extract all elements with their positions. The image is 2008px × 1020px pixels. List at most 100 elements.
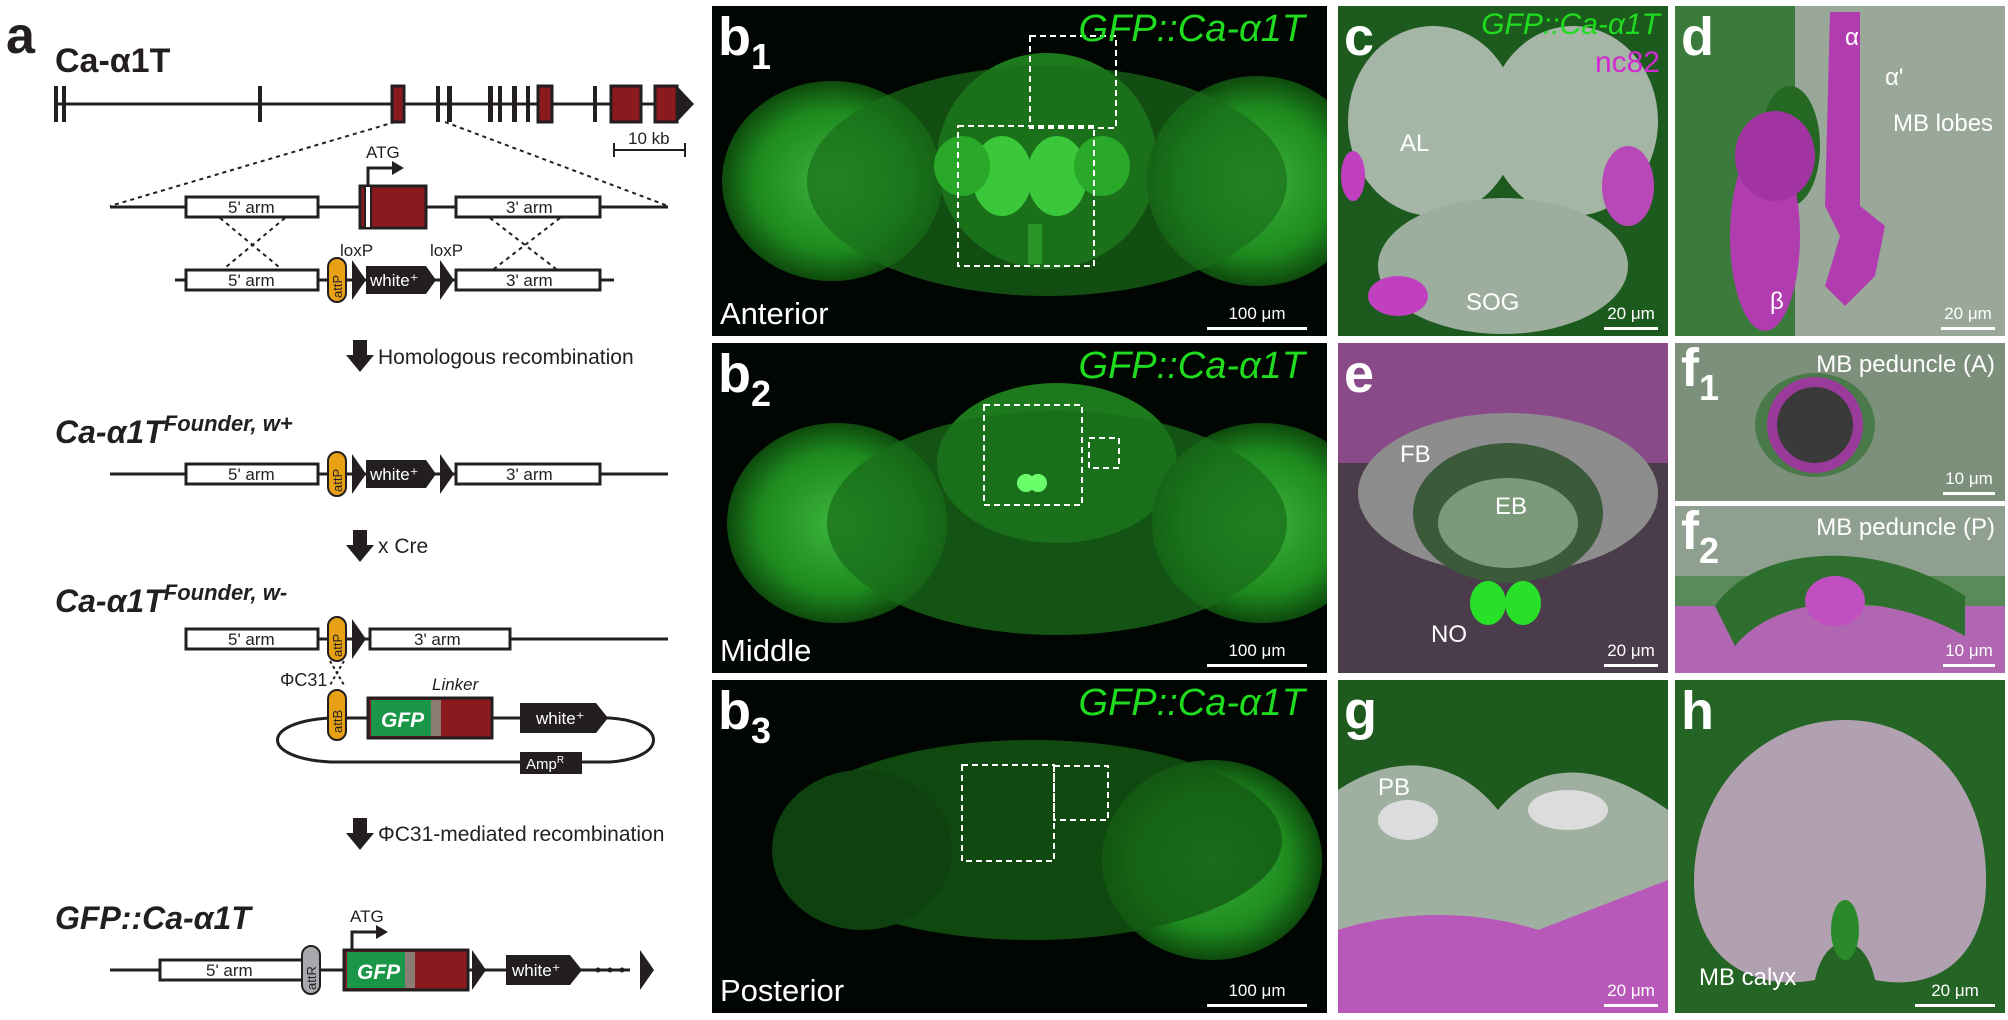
white-label-3: white⁺ <box>535 709 585 728</box>
panel-f2-scale-label: 10 μm <box>1945 641 1993 660</box>
panel-g-scale-label: 20 μm <box>1607 981 1655 1000</box>
attp-label-2: attP <box>330 469 345 492</box>
panel-b3-position: Posterior <box>720 973 845 1008</box>
panel-b3-letter: b3 <box>718 681 772 751</box>
arm3-label: 3' arm <box>506 198 553 217</box>
panel-f1-scale-bar <box>1943 492 1995 495</box>
founder-wplus-title: Ca-α1TFounder, w+ <box>55 411 293 450</box>
targeting-locus: 5' arm 3' arm ATG <box>110 143 668 230</box>
scale-10kb-label: 10 kb <box>628 129 670 148</box>
donor-construct: 5' arm attP white⁺ 3' arm loxP loxP <box>175 241 614 303</box>
panel-d-beta: β <box>1770 288 1784 315</box>
gene-targeting-diagram: Ca-α1T 10 kb 5' arm 3' arm <box>54 42 694 995</box>
panel-d-alpha-prime: α' <box>1885 64 1904 91</box>
panel-f2-label: MB peduncle (P) <box>1816 514 1995 541</box>
arm3-label-4: 3' arm <box>414 630 461 649</box>
panel-c-marker: nc82 <box>1594 46 1660 79</box>
gene-structure <box>54 84 694 124</box>
panel-d-alpha: α <box>1845 24 1859 51</box>
final-construct-title: GFP::Ca-α1T <box>55 900 253 936</box>
panel-b2-position: Middle <box>720 633 812 668</box>
panel-d-scale-label: 20 μm <box>1944 304 1992 323</box>
panel-e-eb: EB <box>1495 493 1528 520</box>
plasmid-construct: attB GFP Linker white⁺ AmpR <box>276 675 655 774</box>
panel-f1-letter: f1 <box>1681 343 1720 408</box>
panel-h-label: MB calyx <box>1699 964 1797 991</box>
panel-c-title: GFP::Ca-α1T <box>1481 8 1660 41</box>
panel-f2-letter: f2 <box>1681 506 1720 571</box>
panel-d-lobes: MB lobes <box>1893 110 1994 137</box>
panel-e-scale-label: 20 μm <box>1607 641 1655 660</box>
panel-h-scale-label: 20 μm <box>1931 981 1979 1000</box>
step-3-arrow: ΦC31-mediated recombination <box>346 818 664 850</box>
panel-e-image: e FB EB NO 20 μm <box>1338 343 1668 673</box>
founder-wminus-title: Ca-α1TFounder, w- <box>55 580 287 619</box>
panel-b1-title: GFP::Ca-α1T <box>1078 8 1305 50</box>
panel-b3-title: GFP::Ca-α1T <box>1078 682 1305 724</box>
panel-h-letter: h <box>1681 681 1714 741</box>
panel-b2-image: b2 GFP::Ca-α1T Middle 100 μm <box>712 343 1327 673</box>
gfp-label: GFP <box>381 709 425 732</box>
panel-b3-scale-label: 100 μm <box>1228 981 1286 1000</box>
final-construct: 5' arm attR GFP ATG white⁺ <box>110 907 654 995</box>
attp-label: attP <box>330 275 345 298</box>
panel-b1-scale-bar <box>1207 327 1307 330</box>
panel-g-letter: g <box>1344 681 1377 741</box>
gene-name: Ca-α1T <box>55 42 171 80</box>
panel-b1-image: b1 GFP::Ca-α1T Anterior 100 μm <box>712 6 1327 336</box>
panel-b3-scale-bar <box>1207 1004 1307 1007</box>
panel-b2-title: GFP::Ca-α1T <box>1078 345 1305 387</box>
arm3-label-3: 3' arm <box>506 465 553 484</box>
loxp-label-1: loxP <box>340 241 373 260</box>
white-label: white⁺ <box>369 271 419 290</box>
atg-label: ATG <box>366 143 400 162</box>
panel-e-letter: e <box>1344 344 1375 404</box>
step-1-arrow: Homologous recombination <box>346 340 634 372</box>
panel-b1-letter: b1 <box>718 7 772 77</box>
step-3-label: ΦC31-mediated recombination <box>378 823 664 846</box>
founder-wminus-construct: 5' arm attP 3' arm <box>184 616 668 662</box>
founder-wplus-construct: 5' arm attP white⁺ 3' arm <box>110 451 668 497</box>
panel-f1-label: MB peduncle (A) <box>1816 351 1995 378</box>
panel-f2-scale-bar <box>1943 664 1995 667</box>
panel-e-fb: FB <box>1400 441 1431 468</box>
panel-c-image: c GFP::Ca-α1T nc82 AL SOG 20 μm <box>1338 6 1668 336</box>
arm5-label: 5' arm <box>228 198 275 217</box>
arm3-label-2: 3' arm <box>506 271 553 290</box>
panel-d-image: d α α' β MB lobes 20 μm <box>1675 6 2005 336</box>
panel-c-scale-label: 20 μm <box>1607 304 1655 323</box>
panel-c-letter: c <box>1344 7 1375 67</box>
loxp-label-2: loxP <box>430 241 463 260</box>
attp-label-3: attP <box>330 634 345 657</box>
attb-label: attB <box>330 710 345 733</box>
arm5-label-2: 5' arm <box>228 271 275 290</box>
panel-f1-image: f1 MB peduncle (A) 10 μm <box>1675 343 2005 501</box>
panel-f1-scale-label: 10 μm <box>1945 469 1993 488</box>
gfp-label-2: GFP <box>357 961 401 984</box>
step-2-arrow: x Cre <box>346 530 428 562</box>
atg-label-2: ATG <box>350 907 384 926</box>
panel-c-sog: SOG <box>1466 289 1520 316</box>
ampr-label: AmpR <box>526 755 564 773</box>
scale-10kb: 10 kb <box>613 129 686 157</box>
white-label-4: white⁺ <box>511 961 561 980</box>
panel-b1-scale-label: 100 μm <box>1228 304 1286 323</box>
arm5-label-3: 5' arm <box>228 465 275 484</box>
white-label-2: white⁺ <box>369 465 419 484</box>
panel-f2-image: f2 MB peduncle (P) 10 μm <box>1675 506 2005 673</box>
linker-label: Linker <box>432 675 480 694</box>
phic31-label: ΦC31 <box>280 670 327 690</box>
panel-g-scale-bar <box>1604 1004 1658 1007</box>
panel-d-scale-bar <box>1941 327 1995 330</box>
panel-c-al: AL <box>1400 130 1430 157</box>
panel-a-letter: a <box>6 7 35 65</box>
panel-b2-scale-label: 100 μm <box>1228 641 1286 660</box>
panel-h-image: h MB calyx 20 μm <box>1675 680 2005 1013</box>
panel-h-scale-bar <box>1915 1004 1995 1007</box>
panel-b2-letter: b2 <box>718 344 772 414</box>
panel-e-no: NO <box>1431 621 1467 648</box>
attr-label: attR <box>304 966 319 990</box>
panel-b2-scale-bar <box>1207 664 1307 667</box>
panel-b1-position: Anterior <box>720 296 829 331</box>
step-1-label: Homologous recombination <box>378 346 634 369</box>
